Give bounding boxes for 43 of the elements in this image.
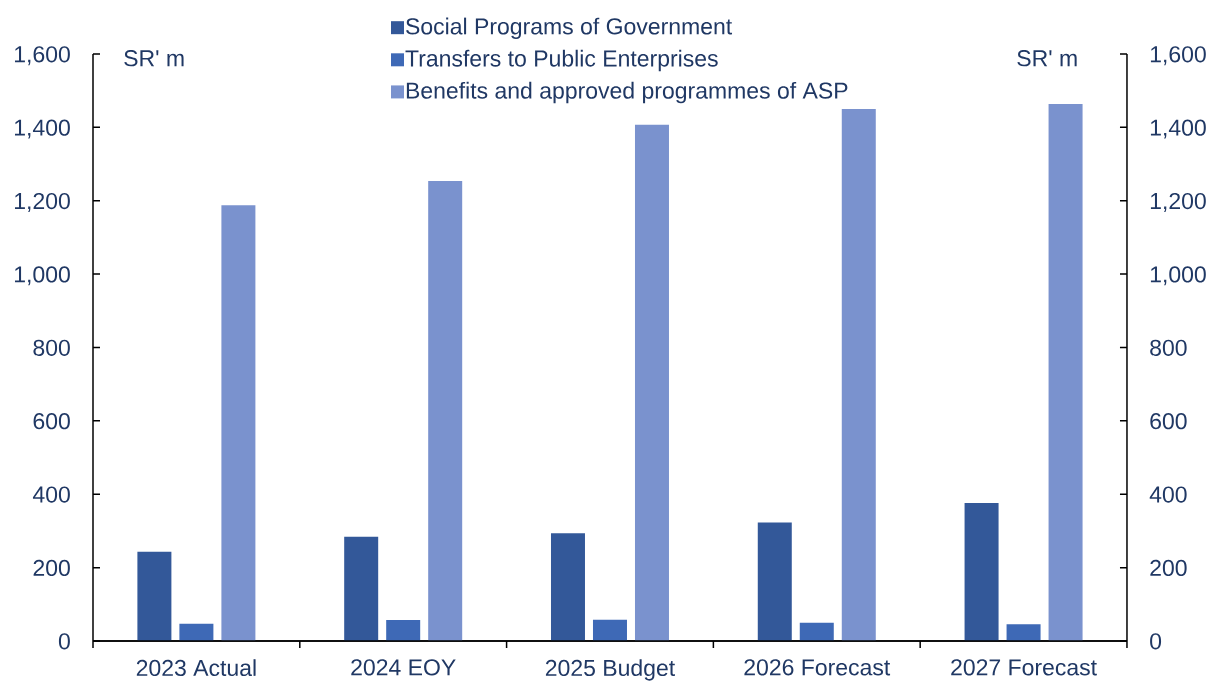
bar bbox=[799, 622, 834, 641]
annotation: SR' m bbox=[1017, 50, 1077, 67]
y-tick-label: 0 bbox=[1150, 633, 1162, 650]
y-tick-label: 400 bbox=[1149, 486, 1187, 503]
bar bbox=[1006, 624, 1041, 641]
bar bbox=[1048, 103, 1083, 641]
y2-tick-label: 1,600 bbox=[14, 46, 70, 66]
y2-tick-label: 600 bbox=[33, 413, 70, 430]
bar bbox=[964, 503, 999, 641]
bar bbox=[386, 620, 421, 641]
x-tick-label: 2023 Actual bbox=[136, 659, 256, 677]
y2-tick-label: 1,000 bbox=[14, 266, 70, 286]
bar bbox=[344, 536, 379, 641]
y-tick-label: 200 bbox=[1150, 559, 1187, 577]
bar bbox=[841, 109, 876, 641]
bar bbox=[428, 180, 463, 641]
y-tick-label: 1,000 bbox=[1150, 266, 1206, 286]
bar bbox=[221, 205, 256, 641]
y2-tick-label: 0 bbox=[58, 633, 70, 650]
x-tick-label: 2024 EOY bbox=[351, 659, 456, 676]
y2-tick-label: 200 bbox=[33, 559, 70, 577]
y2-tick-label: 1,400 bbox=[14, 119, 70, 139]
x-tick-label: 2025 Budget bbox=[545, 659, 675, 681]
y-tick-label: 800 bbox=[1150, 339, 1187, 356]
bar bbox=[179, 623, 214, 641]
bar bbox=[592, 619, 627, 641]
legend-label: Benefits and approved programmes of ASP bbox=[406, 81, 848, 104]
y-tick-label: 1,400 bbox=[1150, 119, 1206, 139]
y2-tick-label: 400 bbox=[32, 486, 70, 503]
bar bbox=[757, 522, 792, 641]
y-tick-label: 1,600 bbox=[1150, 46, 1206, 66]
x-tick-label: 2026 Forecast bbox=[744, 659, 891, 676]
y-tick-label: 1,200 bbox=[1150, 192, 1206, 212]
x-tick-label: 2027 Forecast bbox=[951, 659, 1097, 676]
bar bbox=[634, 124, 669, 641]
bar bbox=[137, 551, 172, 641]
legend-label: Transfers to Public Enterprises bbox=[405, 49, 718, 72]
y2-tick-label: 1,200 bbox=[14, 192, 70, 212]
y-tick-label: 600 bbox=[1150, 413, 1187, 430]
bar bbox=[550, 533, 585, 641]
legend-label: Social Programs of Government bbox=[406, 17, 733, 40]
annotation: SR' m bbox=[124, 50, 184, 67]
y2-tick-label: 800 bbox=[33, 339, 70, 356]
